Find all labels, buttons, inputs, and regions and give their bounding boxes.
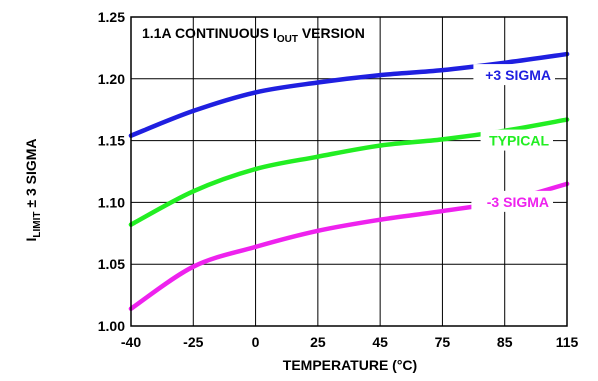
plot-frame <box>130 16 568 327</box>
data-point <box>377 217 383 222</box>
x-tick-label: 25 <box>310 334 326 350</box>
y-tick-label: 1.10 <box>98 194 125 210</box>
x-tick-label: 75 <box>435 334 451 350</box>
y-tick-label: 1.05 <box>98 256 125 272</box>
data-point <box>253 244 258 250</box>
series-label: TYPICAL <box>489 133 549 149</box>
data-point <box>315 80 321 85</box>
data-point <box>440 137 445 142</box>
data-point <box>502 60 507 65</box>
y-axis-title-main: I <box>23 238 39 242</box>
data-point <box>440 67 445 73</box>
x-tick-label: 115 <box>556 334 579 350</box>
data-point <box>377 72 383 78</box>
series-label: -3 SIGMA <box>487 194 549 210</box>
data-point <box>377 143 383 148</box>
data-point <box>253 166 258 172</box>
annotation-main: 1.1A CONTINUOUS I <box>142 25 277 41</box>
data-point <box>440 208 445 214</box>
data-point <box>191 108 196 114</box>
y-axis-title-subscript: LIMIT <box>32 212 43 238</box>
x-tick-label: -40 <box>121 334 141 350</box>
x-tick-labels: -40 -25 0 25 45 75 85 115 <box>121 334 579 350</box>
y-tick-label: 1.25 <box>98 9 125 25</box>
x-tick-label: 45 <box>372 334 388 350</box>
data-point <box>315 154 321 159</box>
y-axis-title: ILIMIT ± 3 SIGMA <box>23 138 43 241</box>
x-tick-label: 85 <box>497 334 513 350</box>
y-axis-title-tail: ± 3 SIGMA <box>23 138 39 211</box>
x-tick-label: -25 <box>183 334 203 350</box>
data-point <box>253 90 258 95</box>
y-tick-label: 1.00 <box>98 318 125 334</box>
series-label-background <box>480 129 553 151</box>
y-tick-labels: 1.00 1.05 1.10 1.15 1.20 1.25 <box>98 9 125 334</box>
data-point <box>315 228 321 234</box>
annotation-subscript: OUT <box>277 34 298 45</box>
x-axis-title: TEMPERATURE (°C) <box>283 357 417 373</box>
chart-annotation: 1.1A CONTINUOUS IOUT VERSION <box>142 25 365 45</box>
x-tick-label: 0 <box>252 334 260 350</box>
series-label: +3 SIGMA <box>485 67 551 83</box>
y-tick-label: 1.20 <box>98 71 125 87</box>
series-label-background <box>473 64 555 86</box>
series-lines <box>128 51 570 311</box>
data-point <box>191 264 196 269</box>
annotation-tail: VERSION <box>298 25 365 41</box>
data-point <box>191 189 196 194</box>
y-tick-label: 1.15 <box>98 133 125 149</box>
series-label-background <box>471 190 553 212</box>
series-labels: +3 SIGMA TYPICAL -3 SIGMA <box>471 64 555 212</box>
